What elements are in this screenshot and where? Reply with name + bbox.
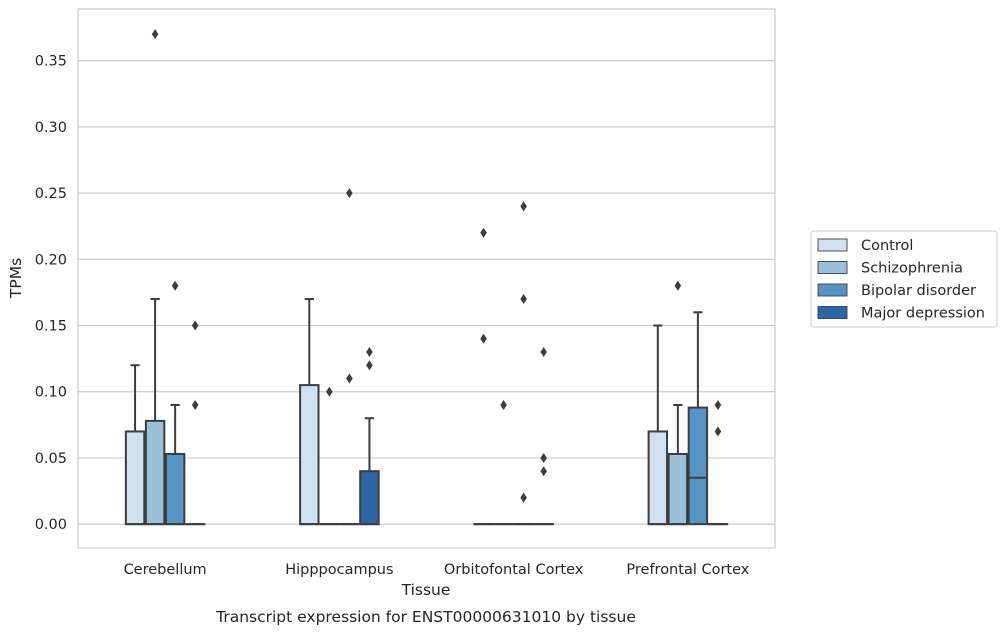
x-axis-ticks: Cerebellum Hipppocampus Orbitofontal Corte… — [124, 562, 750, 578]
box-body — [299, 384, 320, 526]
y-tick-label: 0.00 — [35, 517, 67, 533]
outlier-point — [500, 399, 507, 410]
legend-frame — [810, 230, 998, 328]
x-tick-label: Hipppocampus — [285, 562, 393, 578]
outlier-point — [520, 492, 527, 503]
box-bipolar-disorder — [164, 280, 186, 526]
outlier-point — [674, 280, 682, 291]
legend-label: Major depression — [861, 306, 985, 322]
x-tick-label: Prefrontal Cortex — [626, 562, 749, 578]
y-tick-label: 0.10 — [35, 385, 67, 401]
legend-label: Bipolar disorder — [861, 283, 976, 299]
outlier-point — [480, 333, 487, 344]
y-tick-label: 0.15 — [35, 319, 67, 335]
y-tick-label: 0.35 — [35, 54, 67, 70]
outlier-point — [540, 452, 547, 463]
box-major-depression — [359, 347, 380, 526]
outlier-point — [480, 227, 487, 238]
outlier-point — [346, 188, 353, 199]
outlier-point — [191, 399, 199, 410]
box-control — [473, 227, 494, 526]
x-tick-label: Cerebellum — [124, 562, 207, 578]
box-schizophrenia — [144, 29, 166, 526]
legend-swatch — [817, 238, 848, 252]
box-schizophrenia — [493, 399, 514, 526]
box-body — [667, 452, 689, 526]
legend-label: Schizophrenia — [861, 261, 963, 277]
outlier-point — [366, 360, 373, 371]
outlier-point — [540, 466, 547, 477]
outlier-point — [326, 386, 333, 397]
x-axis-label: Tissue — [401, 581, 451, 599]
box-control — [124, 364, 146, 526]
figure-caption: Transcript expression for ENST0000063101… — [215, 608, 636, 626]
plot-area-frame — [77, 8, 776, 549]
legend-label: Control — [861, 238, 913, 254]
x-tick-label: Orbitofontal Cortex — [444, 562, 584, 578]
y-tick-label: 0.25 — [35, 186, 67, 202]
box-bipolar-disorder — [339, 188, 360, 526]
outlier-point — [151, 29, 159, 40]
box-body — [164, 452, 186, 526]
outlier-point — [191, 320, 199, 331]
box-major-depression — [184, 320, 206, 526]
box-bipolar-disorder — [513, 201, 534, 526]
box-body — [124, 430, 146, 526]
y-tick-label: 0.05 — [35, 451, 67, 467]
outlier-point — [714, 426, 722, 437]
legend-swatch — [817, 283, 848, 297]
y-tick-label: 0.20 — [35, 252, 67, 268]
box-schizophrenia — [319, 386, 340, 526]
outlier-point — [346, 373, 353, 384]
box-major-depression — [707, 399, 729, 526]
legend-swatch — [817, 306, 848, 319]
legend-swatch — [817, 261, 848, 274]
box-body — [359, 470, 380, 526]
outlier-point — [540, 347, 547, 357]
outlier-point — [520, 294, 527, 305]
outlier-point — [520, 201, 527, 212]
legend: Control Schizophrenia Bipolar disorder Majo… — [810, 230, 998, 328]
boxes — [124, 29, 729, 526]
box-bipolar-disorder — [687, 311, 709, 526]
box-major-depression — [533, 347, 554, 526]
y-tick-label: 0.30 — [35, 120, 67, 136]
box-body — [144, 419, 166, 526]
y-axis-ticks: 0.00 0.05 0.10 0.15 0.20 0.25 0.30 0.35 — [35, 54, 67, 534]
outlier-point — [171, 280, 179, 291]
box-schizophrenia — [667, 280, 689, 526]
box-control — [299, 298, 320, 526]
box-control — [647, 324, 669, 526]
box-body — [687, 406, 709, 526]
outlier-point — [366, 347, 373, 357]
y-axis-label: TPMs — [7, 258, 25, 299]
outlier-point — [714, 399, 722, 410]
box-body — [647, 430, 669, 526]
